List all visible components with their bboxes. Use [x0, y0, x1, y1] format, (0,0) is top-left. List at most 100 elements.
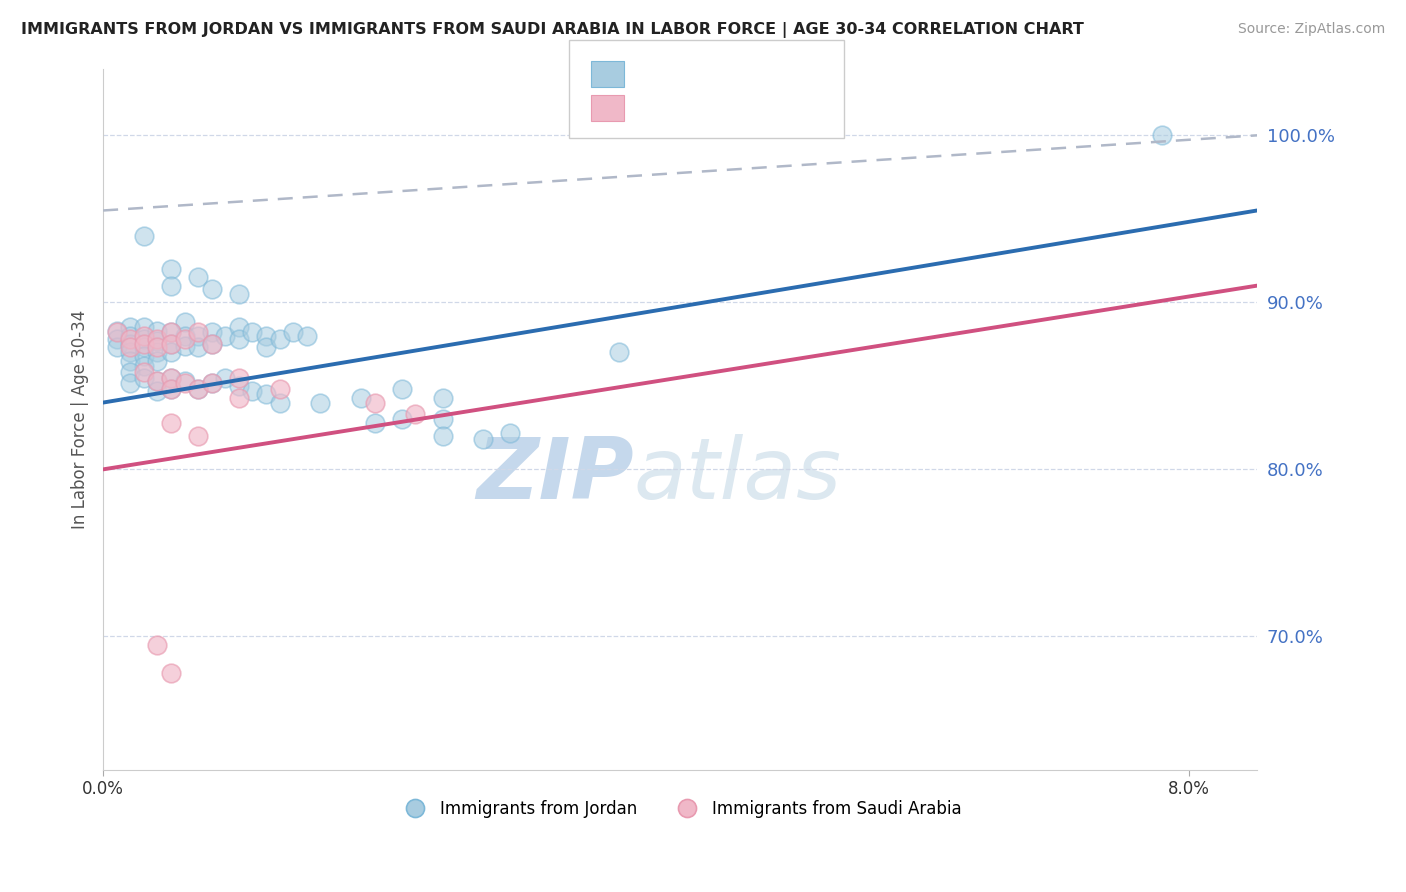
- Text: R =: R =: [628, 99, 668, 117]
- Point: [269, 395, 291, 409]
- Point: [160, 262, 183, 277]
- Legend: Immigrants from Jordan, Immigrants from Saudi Arabia: Immigrants from Jordan, Immigrants from …: [392, 794, 969, 825]
- Point: [391, 382, 413, 396]
- Point: [146, 374, 169, 388]
- Point: [120, 328, 142, 343]
- Point: [160, 666, 183, 681]
- Point: [187, 328, 209, 343]
- Point: [105, 326, 128, 340]
- Point: [146, 324, 169, 338]
- Point: [120, 341, 142, 355]
- Point: [146, 374, 169, 388]
- Point: [432, 429, 454, 443]
- Text: 0.337: 0.337: [659, 99, 716, 117]
- Point: [105, 341, 128, 355]
- Point: [187, 382, 209, 396]
- Point: [146, 384, 169, 398]
- Point: [201, 376, 224, 390]
- Point: [214, 328, 236, 343]
- Text: R =: R =: [628, 65, 668, 83]
- Point: [132, 337, 155, 351]
- Point: [132, 320, 155, 334]
- Point: [607, 345, 630, 359]
- Point: [160, 326, 183, 340]
- Point: [201, 326, 224, 340]
- Text: 0.317: 0.317: [659, 65, 716, 83]
- Text: atlas: atlas: [634, 434, 842, 516]
- Point: [160, 382, 183, 396]
- Point: [242, 326, 264, 340]
- Point: [201, 337, 224, 351]
- Point: [499, 425, 522, 440]
- Point: [228, 320, 250, 334]
- Point: [132, 228, 155, 243]
- Point: [472, 432, 495, 446]
- Point: [363, 395, 385, 409]
- Point: [404, 407, 426, 421]
- Point: [173, 328, 195, 343]
- Point: [201, 337, 224, 351]
- Point: [160, 370, 183, 384]
- Point: [146, 332, 169, 346]
- Text: IMMIGRANTS FROM JORDAN VS IMMIGRANTS FROM SAUDI ARABIA IN LABOR FORCE | AGE 30-3: IMMIGRANTS FROM JORDAN VS IMMIGRANTS FRO…: [21, 22, 1084, 38]
- Point: [187, 341, 209, 355]
- Point: [146, 353, 169, 368]
- Point: [160, 337, 183, 351]
- Point: [309, 395, 332, 409]
- Point: [283, 326, 305, 340]
- Point: [132, 349, 155, 363]
- Point: [228, 287, 250, 301]
- Text: N =: N =: [706, 65, 745, 83]
- Point: [160, 370, 183, 384]
- Point: [201, 282, 224, 296]
- Y-axis label: In Labor Force | Age 30-34: In Labor Force | Age 30-34: [72, 310, 89, 529]
- Point: [146, 345, 169, 359]
- Point: [105, 324, 128, 338]
- Point: [187, 326, 209, 340]
- Point: [120, 332, 142, 346]
- Point: [187, 382, 209, 396]
- Point: [146, 334, 169, 348]
- Point: [105, 332, 128, 346]
- Point: [295, 328, 318, 343]
- Point: [432, 412, 454, 426]
- Point: [132, 341, 155, 355]
- Point: [132, 370, 155, 384]
- Text: 28: 28: [737, 99, 762, 117]
- Point: [120, 366, 142, 380]
- Point: [350, 391, 373, 405]
- Point: [254, 387, 277, 401]
- Point: [391, 412, 413, 426]
- Text: 69: 69: [737, 65, 762, 83]
- Point: [173, 339, 195, 353]
- Point: [120, 345, 142, 359]
- Point: [160, 326, 183, 340]
- Point: [146, 341, 169, 355]
- Point: [120, 320, 142, 334]
- Point: [132, 332, 155, 346]
- Point: [120, 376, 142, 390]
- Point: [1150, 128, 1173, 143]
- Point: [269, 332, 291, 346]
- Point: [254, 341, 277, 355]
- Point: [160, 416, 183, 430]
- Point: [160, 337, 183, 351]
- Point: [187, 429, 209, 443]
- Point: [132, 328, 155, 343]
- Point: [254, 328, 277, 343]
- Point: [173, 315, 195, 329]
- Point: [160, 345, 183, 359]
- Text: N =: N =: [706, 99, 745, 117]
- Point: [363, 416, 385, 430]
- Point: [173, 376, 195, 390]
- Point: [160, 278, 183, 293]
- Point: [242, 384, 264, 398]
- Point: [146, 638, 169, 652]
- Point: [132, 359, 155, 373]
- Text: ZIP: ZIP: [477, 434, 634, 516]
- Point: [160, 382, 183, 396]
- Point: [132, 366, 155, 380]
- Point: [187, 270, 209, 285]
- Point: [228, 332, 250, 346]
- Point: [269, 382, 291, 396]
